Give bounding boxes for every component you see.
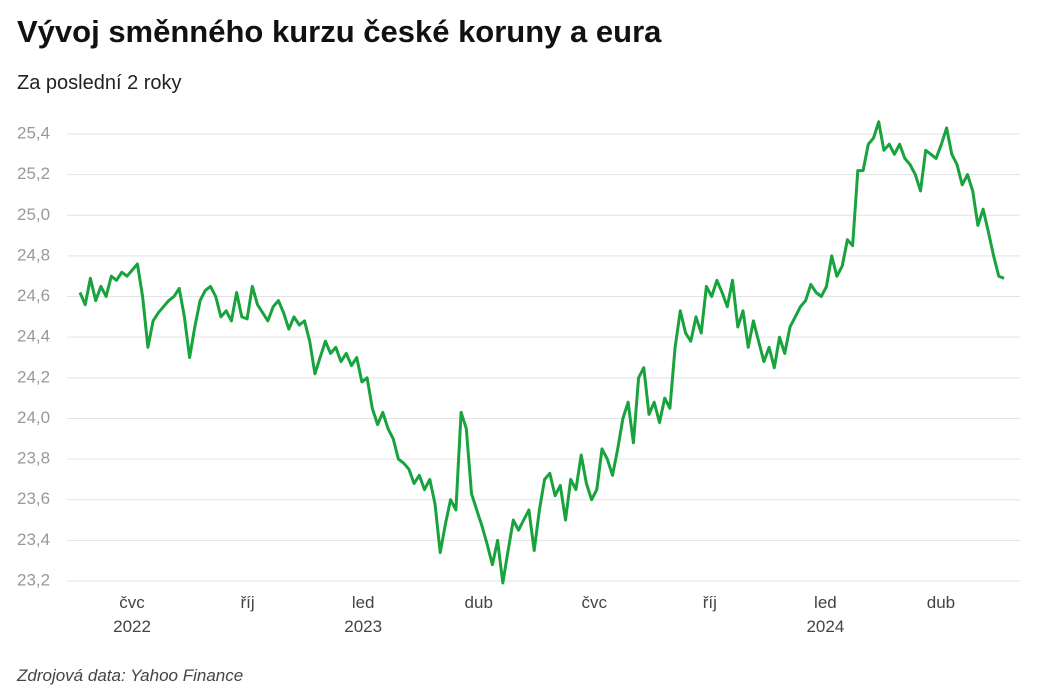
- y-tick-label: 25,2: [17, 164, 50, 183]
- y-tick-label: 25,0: [17, 205, 50, 224]
- chart-subtitle: Za poslední 2 roky: [17, 72, 182, 94]
- x-tick-label: led 2023: [344, 593, 383, 636]
- y-tick-label: 24,4: [17, 327, 50, 346]
- y-tick-label: 23,8: [17, 449, 50, 468]
- x-tick-label: dub: [926, 593, 956, 612]
- y-tick-label: 23,2: [17, 570, 50, 589]
- x-tick-label: říj: [240, 593, 255, 612]
- y-tick-label: 25,4: [17, 123, 50, 142]
- y-tick-label: 24,6: [17, 286, 50, 305]
- x-tick-label: led 2024: [806, 593, 845, 636]
- y-tick-label: 23,4: [17, 530, 50, 549]
- x-tick-label: čvc: [581, 593, 608, 612]
- source-note: Zdrojová data: Yahoo Finance: [17, 666, 244, 685]
- line: [78, 120, 1005, 585]
- y-tick-label: 24,8: [17, 245, 50, 264]
- x-tick-label: dub: [464, 593, 493, 612]
- y-tick-label: 24,2: [17, 367, 50, 386]
- chart-title: Vývoj směnného kurzu české koruny a eura: [17, 14, 662, 49]
- y-tick-label: 23,6: [17, 489, 50, 508]
- x-tick-label: čvc 2022: [113, 593, 151, 636]
- y-tick-label: 24,0: [17, 408, 50, 427]
- x-tick-label: říj: [702, 593, 717, 612]
